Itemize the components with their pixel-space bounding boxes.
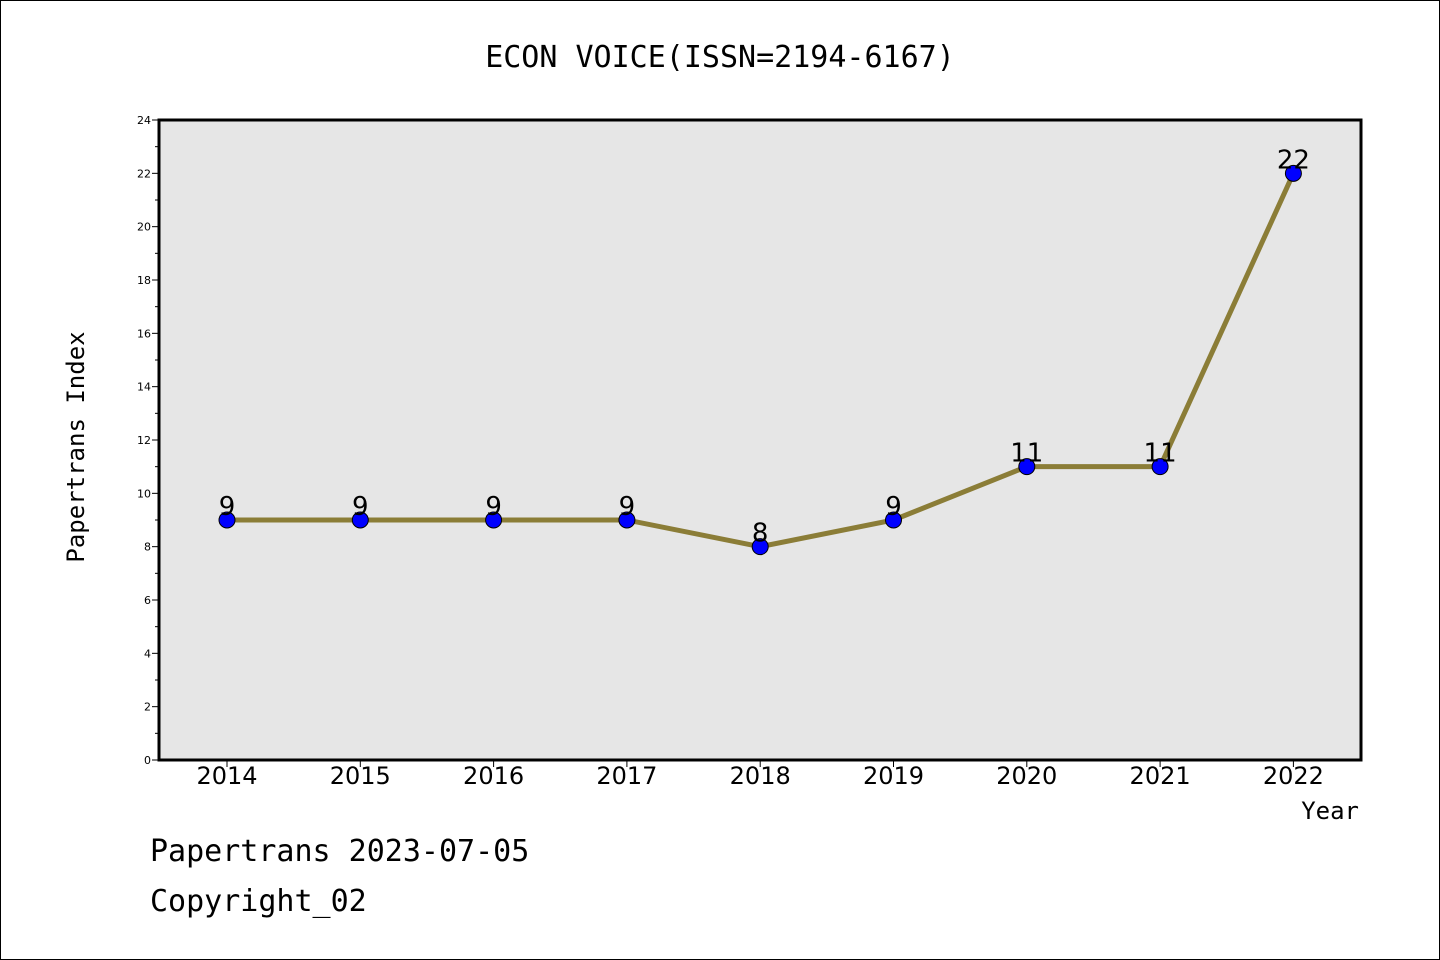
data-label-2016: 9 <box>485 492 502 522</box>
footer-copyright-text: Copyright_02 <box>150 884 367 919</box>
y-tick-label: 0 <box>144 754 151 767</box>
data-label-2015: 9 <box>352 492 369 522</box>
x-tick-label: 2014 <box>196 762 257 790</box>
data-point-2019 <box>885 511 902 529</box>
y-tick-label: 10 <box>137 487 151 500</box>
data-label-2021: 11 <box>1144 439 1177 469</box>
x-tick-label: 2017 <box>596 762 657 790</box>
y-tick-label: 2 <box>144 701 151 714</box>
data-point-2014 <box>218 511 236 529</box>
data-point-2015 <box>351 511 369 529</box>
x-axis-label: Year <box>1301 797 1359 825</box>
data-point-2017 <box>618 511 636 529</box>
chart-title: ECON VOICE(ISSN=2194-6167) <box>485 40 955 75</box>
plot-area <box>159 120 1361 760</box>
plot-border <box>157 118 1363 762</box>
x-tick-label: 2015 <box>330 762 391 790</box>
y-tick-label: 8 <box>144 541 151 554</box>
x-tick-label: 2018 <box>730 762 791 790</box>
data-label-2014: 9 <box>219 492 236 522</box>
x-tick-label: 2019 <box>863 762 924 790</box>
y-tick-label: 20 <box>137 221 151 234</box>
y-tick-label: 6 <box>144 594 151 607</box>
x-tick-label: 2016 <box>463 762 524 790</box>
series-layer: 9 9 9 9 8 9 11 11 22 <box>218 145 1310 556</box>
data-label-2018: 8 <box>752 519 769 549</box>
y-tick-label: 24 <box>137 114 151 127</box>
data-point-2018 <box>751 538 769 556</box>
y-tick-label: 16 <box>137 327 151 340</box>
data-label-2017: 9 <box>619 492 636 522</box>
x-tick-label: 2021 <box>1130 762 1191 790</box>
data-point-2016 <box>485 511 503 529</box>
data-point-2020 <box>1018 458 1036 476</box>
data-label-2022: 22 <box>1277 145 1310 175</box>
data-label-2020: 11 <box>1010 439 1043 469</box>
y-tick-label: 22 <box>137 167 151 180</box>
y-axis-label: Papertrans Index <box>62 331 90 562</box>
y-tick-label: 4 <box>144 647 151 660</box>
y-tick-label: 18 <box>137 274 151 287</box>
footer-date-text: Papertrans 2023-07-05 <box>150 834 530 869</box>
x-tick-label: 2022 <box>1263 762 1324 790</box>
y-tick-label: 14 <box>137 381 151 394</box>
data-point-2022 <box>1284 164 1302 182</box>
x-tick-label: 2020 <box>996 762 1057 790</box>
data-label-2019: 9 <box>885 492 902 522</box>
y-tick-label: 12 <box>137 434 151 447</box>
data-point-2021 <box>1151 458 1169 476</box>
x-axis-ticks: 2014 2015 2016 2017 2018 2019 2020 2021 2022 <box>196 760 1324 790</box>
